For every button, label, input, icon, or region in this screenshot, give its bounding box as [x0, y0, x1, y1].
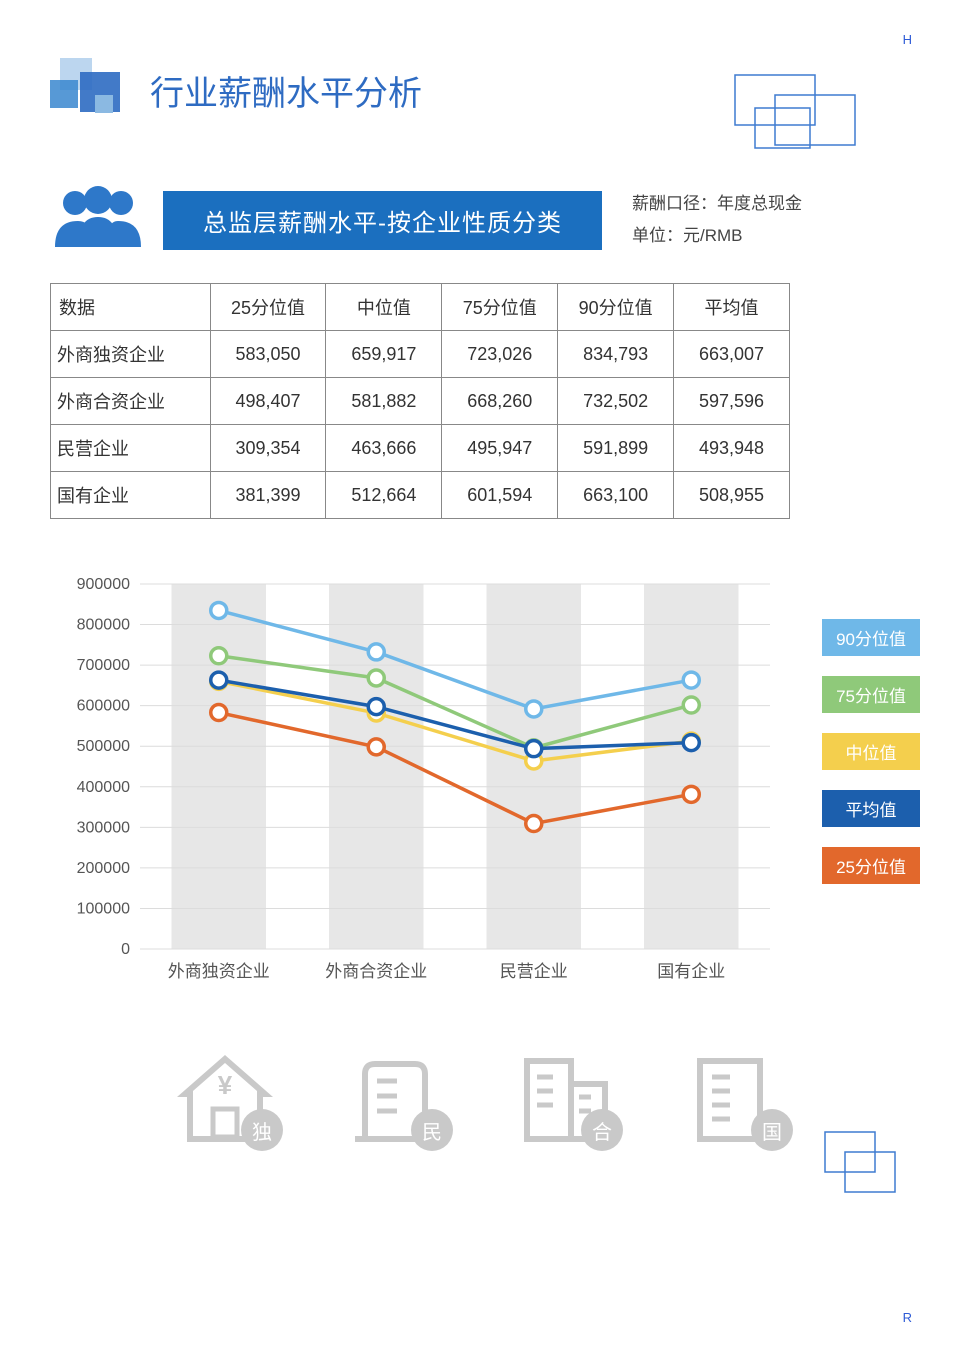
svg-text:民营企业: 民营企业 — [500, 962, 568, 981]
enterprise-badge: 民 — [411, 1109, 453, 1151]
cell-value: 834,793 — [558, 331, 674, 378]
cell-value: 508,955 — [674, 472, 790, 519]
svg-text:国有企业: 国有企业 — [657, 962, 725, 981]
table-col-header: 25分位值 — [210, 284, 326, 331]
cell-value: 663,100 — [558, 472, 674, 519]
svg-text:800000: 800000 — [77, 617, 130, 634]
table-col-header: 数据 — [51, 284, 211, 331]
people-icon — [50, 185, 145, 255]
cell-value: 463,666 — [326, 425, 442, 472]
svg-text:外商独资企业: 外商独资企业 — [168, 962, 270, 981]
table-col-header: 中位值 — [326, 284, 442, 331]
legend-item: 90分位值 — [822, 619, 920, 656]
section-header: 总监层薪酬水平-按企业性质分类 薪酬口径：年度总现金 单位：元/RMB — [50, 185, 910, 255]
enterprise-type-icon: 国 — [675, 1039, 795, 1159]
meta-line-2: 单位：元/RMB — [632, 220, 802, 252]
svg-text:700000: 700000 — [77, 657, 130, 674]
enterprise-type-icon: 民 — [335, 1039, 455, 1159]
table-col-header: 90分位值 — [558, 284, 674, 331]
legend-item: 中位值 — [822, 733, 920, 770]
table-row: 外商合资企业498,407581,882668,260732,502597,59… — [51, 378, 790, 425]
section-meta: 薪酬口径：年度总现金 单位：元/RMB — [632, 188, 802, 253]
cell-value: 663,007 — [674, 331, 790, 378]
decor-squares-bottom — [820, 1127, 900, 1197]
page-title: 行业薪酬水平分析 — [150, 66, 422, 115]
cell-value: 381,399 — [210, 472, 326, 519]
table-row: 外商独资企业583,050659,917723,026834,793663,00… — [51, 331, 790, 378]
chart-container: 0 100000 200000 300000 400000 500000 600000 700… — [50, 569, 910, 1004]
legend-item: 25分位值 — [822, 847, 920, 884]
svg-text:¥: ¥ — [218, 1070, 233, 1100]
cell-value: 732,502 — [558, 378, 674, 425]
legend-item: 平均值 — [822, 790, 920, 827]
cell-value: 309,354 — [210, 425, 326, 472]
cell-value: 493,948 — [674, 425, 790, 472]
line-chart: 0 100000 200000 300000 400000 500000 600000 700… — [50, 569, 790, 999]
row-label: 民营企业 — [51, 425, 211, 472]
row-label: 外商合资企业 — [51, 378, 211, 425]
table-header-row: 数据25分位值中位值75分位值90分位值平均值 — [51, 284, 790, 331]
chart-legend: 90分位值 75分位值中位值平均值 25分位值 — [822, 619, 920, 884]
table-col-header: 75分位值 — [442, 284, 558, 331]
table-row: 国有企业381,399512,664601,594663,100508,955 — [51, 472, 790, 519]
cell-value: 668,260 — [442, 378, 558, 425]
cell-value: 597,596 — [674, 378, 790, 425]
svg-text:400000: 400000 — [77, 779, 130, 796]
cell-value: 581,882 — [326, 378, 442, 425]
table-body: 外商独资企业583,050659,917723,026834,793663,00… — [51, 331, 790, 519]
cell-value: 591,899 — [558, 425, 674, 472]
cell-value: 495,947 — [442, 425, 558, 472]
cell-value: 512,664 — [326, 472, 442, 519]
enterprise-badge: 国 — [751, 1109, 793, 1151]
svg-text:100000: 100000 — [77, 900, 130, 917]
svg-text:200000: 200000 — [77, 860, 130, 877]
cell-value: 659,917 — [326, 331, 442, 378]
table-row: 民营企业309,354463,666495,947591,899493,948 — [51, 425, 790, 472]
svg-text:0: 0 — [121, 941, 130, 958]
section-title-bar: 总监层薪酬水平-按企业性质分类 — [163, 191, 602, 250]
svg-text:300000: 300000 — [77, 819, 130, 836]
svg-text:600000: 600000 — [77, 698, 130, 715]
footer-enterprise-icons: ¥独民合国 — [50, 1039, 910, 1159]
table-col-header: 平均值 — [674, 284, 790, 331]
svg-text:500000: 500000 — [77, 738, 130, 755]
cell-value: 498,407 — [210, 378, 326, 425]
cell-value: 601,594 — [442, 472, 558, 519]
salary-table: 数据25分位值中位值75分位值90分位值平均值 外商独资企业583,050659… — [50, 283, 790, 519]
legend-item: 75分位值 — [822, 676, 920, 713]
cell-value: 583,050 — [210, 331, 326, 378]
meta-line-1: 薪酬口径：年度总现金 — [632, 188, 802, 220]
enterprise-type-icon: ¥独 — [165, 1039, 285, 1159]
corner-r: R — [903, 1310, 912, 1325]
enterprise-type-icon: 合 — [505, 1039, 625, 1159]
enterprise-badge: 独 — [241, 1109, 283, 1151]
logo-icon — [50, 50, 130, 130]
cell-value: 723,026 — [442, 331, 558, 378]
row-label: 外商独资企业 — [51, 331, 211, 378]
enterprise-badge: 合 — [581, 1109, 623, 1151]
svg-text:外商合资企业: 外商合资企业 — [325, 962, 427, 981]
corner-h: H — [903, 32, 912, 47]
svg-text:900000: 900000 — [77, 576, 130, 593]
row-label: 国有企业 — [51, 472, 211, 519]
decor-squares-top — [730, 70, 870, 160]
